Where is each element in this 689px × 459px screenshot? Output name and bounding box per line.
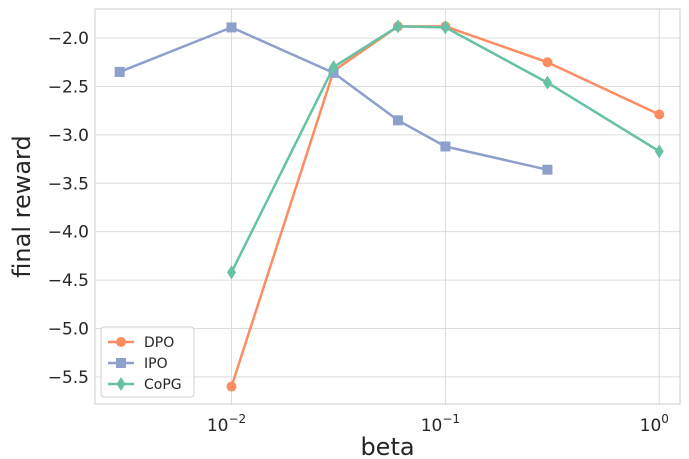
y-tick-label: −2.0 xyxy=(48,29,89,49)
legend-marker-copg xyxy=(116,377,126,391)
y-tick-label: −4.5 xyxy=(48,271,89,291)
ipo-point xyxy=(114,66,125,77)
copg-point xyxy=(654,144,664,159)
x-tick-label: 10−1 xyxy=(421,412,460,436)
dpo-point xyxy=(542,57,553,68)
copg-point xyxy=(227,265,237,280)
plot-area xyxy=(94,8,681,405)
legend-label-ipo: IPO xyxy=(144,356,168,372)
copg-point xyxy=(329,60,339,75)
legend-label-copg: CoPG xyxy=(144,377,182,393)
ipo-point xyxy=(226,22,237,33)
y-axis-label: final reward xyxy=(8,135,36,277)
y-tick-label: −4.0 xyxy=(48,223,89,243)
series-copg xyxy=(227,19,664,280)
ipo-point xyxy=(542,164,553,175)
legend-label-dpo: DPO xyxy=(144,335,174,351)
legend-marker-dpo xyxy=(116,337,126,347)
x-axis-label: beta xyxy=(360,433,414,459)
y-tick-label: −3.0 xyxy=(48,126,89,146)
x-tick-label: 100 xyxy=(640,412,669,436)
copg-line xyxy=(230,25,660,273)
copg-point xyxy=(393,19,403,34)
ipo-point xyxy=(440,141,451,152)
ipo-point xyxy=(392,115,403,126)
dpo-point xyxy=(226,381,237,392)
x-tick-label: 10−2 xyxy=(207,412,246,436)
legend: DPO IPO CoPG xyxy=(100,326,195,398)
y-tick-label: −2.5 xyxy=(48,77,89,97)
series-group xyxy=(114,19,665,392)
y-tick-label: −5.5 xyxy=(48,368,89,388)
copg-point xyxy=(440,20,450,35)
legend-marker-ipo xyxy=(116,358,126,368)
y-tick-label: −5.0 xyxy=(48,319,89,339)
ipo-line xyxy=(119,26,548,171)
copg-point xyxy=(542,75,552,90)
y-tick-label: −3.5 xyxy=(48,174,89,194)
dpo-point xyxy=(654,109,665,120)
series-ipo xyxy=(114,22,553,175)
